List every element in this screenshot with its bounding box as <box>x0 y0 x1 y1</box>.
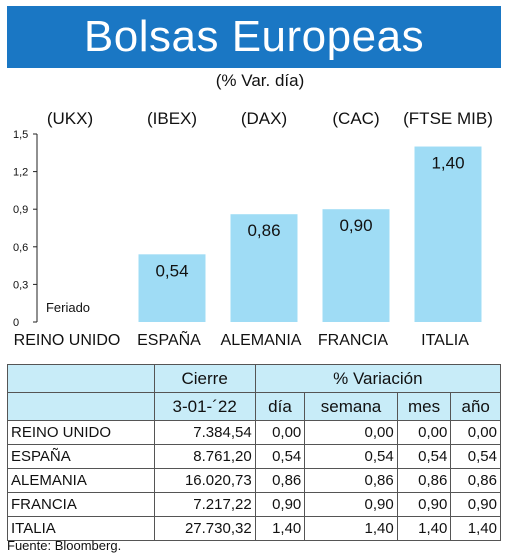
row-cierre: 7.217,22 <box>153 492 256 517</box>
row-anio: 0,90 <box>450 492 501 517</box>
index-label: (DAX) <box>241 109 287 128</box>
row-dia: 0,90 <box>254 492 306 517</box>
y-tick-label: 1,5 <box>13 129 28 141</box>
row-semana: 0,54 <box>304 444 398 469</box>
bar <box>230 214 298 322</box>
header-cierre: Cierre <box>153 364 256 393</box>
row-cierre: 7.384,54 <box>153 420 256 445</box>
row-name: REINO UNIDO <box>7 420 155 445</box>
category-label: ITALIA <box>421 332 469 349</box>
subheader-semana: semana <box>304 392 398 421</box>
table-row: ITALIA 27.730,32 1,40 1,40 1,40 1,40 <box>7 516 501 541</box>
row-dia: 1,40 <box>254 516 306 541</box>
category-label: ALEMANIA <box>221 332 302 349</box>
bar-value-label: Feriado <box>46 300 90 315</box>
table-row: FRANCIA 7.217,22 0,90 0,90 0,90 0,90 <box>7 492 501 517</box>
row-mes: 0,00 <box>396 420 452 445</box>
index-label: (FTSE MIB) <box>403 109 493 128</box>
bar-value-label: 1,40 <box>431 154 464 173</box>
row-mes: 0,90 <box>396 492 452 517</box>
row-mes: 1,40 <box>396 516 452 541</box>
row-semana: 1,40 <box>304 516 398 541</box>
page-title: Bolsas Europeas <box>83 12 425 61</box>
index-label: (IBEX) <box>147 109 197 128</box>
row-name: FRANCIA <box>7 492 155 517</box>
table-row: ALEMANIA 16.020,73 0,86 0,86 0,86 0,86 <box>7 468 501 493</box>
bar-value-label: 0,86 <box>247 221 280 240</box>
y-tick-label: 0,9 <box>13 204 28 216</box>
source-note: Fuente: Bloomberg. <box>7 538 122 553</box>
bar-value-label: 0,54 <box>155 261 188 280</box>
bar <box>322 209 390 322</box>
row-name: ITALIA <box>7 516 155 541</box>
quotes-table: Cierre % Variación 3-01-´22 día semana m… <box>7 364 502 541</box>
y-tick-label: 0 <box>13 317 19 329</box>
subheader-dia: día <box>254 392 306 421</box>
row-anio: 0,54 <box>450 444 501 469</box>
bar-value-label: 0,90 <box>339 216 372 235</box>
row-cierre: 16.020,73 <box>153 468 256 493</box>
bar <box>138 254 206 322</box>
chart-subtitle: (% Var. día) <box>215 71 305 90</box>
table-header-row: Cierre % Variación <box>7 364 502 393</box>
category-label: FRANCIA <box>318 332 389 349</box>
bar-chart: 0 0,3 0,6 0,9 1,2 1,5 (UKX) Feriado REINO UNIDO (… <box>13 109 493 349</box>
table-subheader-row: 3-01-´22 día semana mes año <box>7 392 501 421</box>
row-anio: 0,00 <box>450 420 501 445</box>
row-semana: 0,86 <box>304 468 398 493</box>
row-anio: 1,40 <box>450 516 501 541</box>
table-row: REINO UNIDO 7.384,54 0,00 0,00 0,00 0,00 <box>7 420 501 445</box>
row-anio: 0,86 <box>450 468 501 493</box>
y-tick-label: 0,3 <box>13 279 28 291</box>
category-label: REINO UNIDO <box>14 332 121 349</box>
y-tick-label: 0,6 <box>13 242 28 254</box>
row-name: ALEMANIA <box>7 468 155 493</box>
row-dia: 0,86 <box>254 468 306 493</box>
row-mes: 0,54 <box>396 444 452 469</box>
subheader-anio: año <box>450 392 501 421</box>
header-empty-cell <box>7 364 155 393</box>
row-dia: 0,54 <box>254 444 306 469</box>
bar <box>414 146 482 322</box>
index-label: (CAC) <box>332 109 379 128</box>
row-mes: 0,86 <box>396 468 452 493</box>
index-label: (UKX) <box>47 109 93 128</box>
row-cierre: 27.730,32 <box>153 516 256 541</box>
row-name: ESPAÑA <box>7 444 155 469</box>
subheader-empty-cell <box>7 392 155 421</box>
y-tick-label: 1,2 <box>13 167 28 179</box>
table-row: ESPAÑA 8.761,20 0,54 0,54 0,54 0,54 <box>7 444 501 469</box>
subheader-mes: mes <box>396 392 452 421</box>
header-variacion: % Variación <box>254 364 502 393</box>
row-semana: 0,00 <box>304 420 398 445</box>
title-banner: Bolsas Europeas <box>7 6 501 68</box>
row-cierre: 8.761,20 <box>153 444 256 469</box>
category-label: ESPAÑA <box>137 329 201 349</box>
row-dia: 0,00 <box>254 420 306 445</box>
row-semana: 0,90 <box>304 492 398 517</box>
subheader-date: 3-01-´22 <box>153 392 256 421</box>
